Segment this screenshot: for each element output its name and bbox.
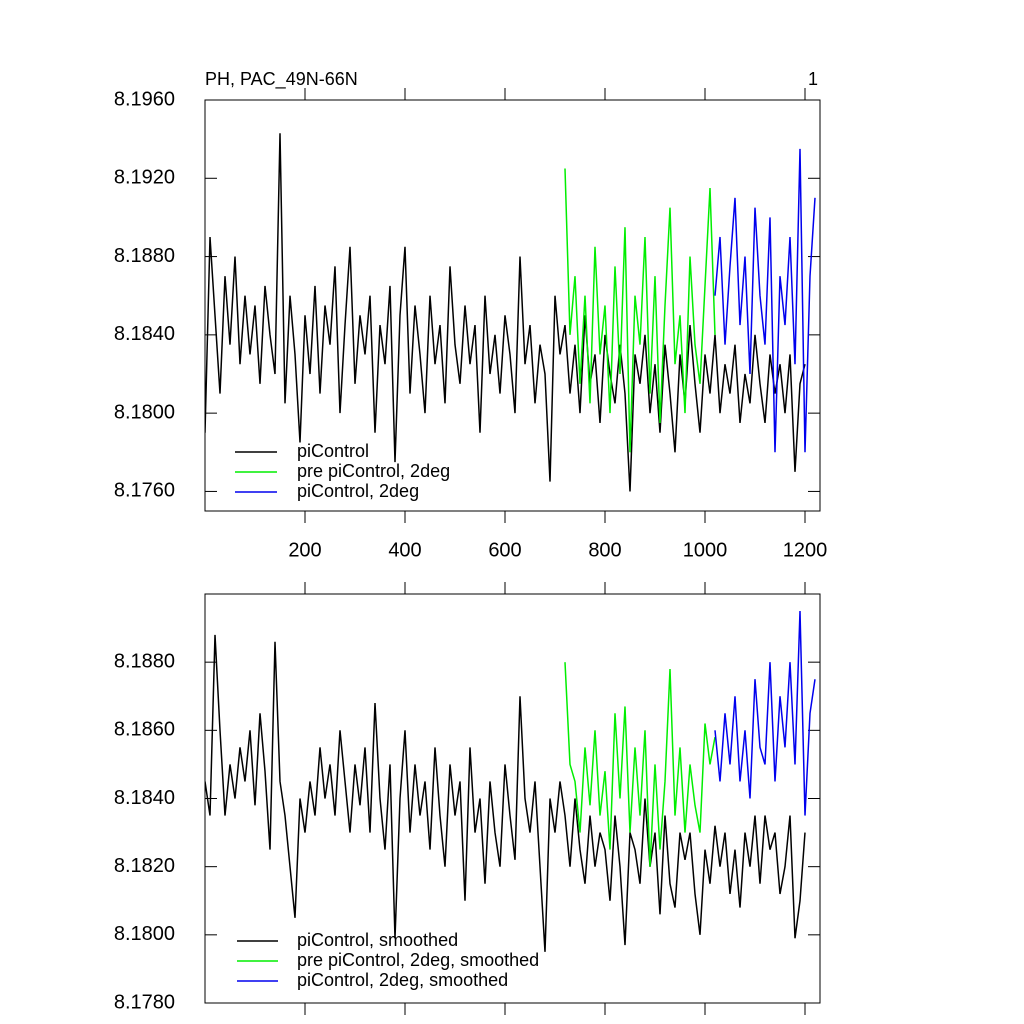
x-tick-label: 200 [288, 539, 321, 561]
x-tick-label: 600 [488, 539, 521, 561]
data-line [714, 148, 816, 453]
y-tick-label: 8.1960 [114, 88, 175, 110]
y-tick-label: 8.1800 [114, 923, 175, 945]
y-tick-label: 8.1760 [114, 480, 175, 502]
x-tick-label: 1000 [683, 539, 728, 561]
legend-label: piControl, smoothed [297, 930, 458, 950]
y-tick-label: 8.1840 [114, 787, 175, 809]
data-line [714, 611, 816, 816]
y-tick-label: 8.1880 [114, 245, 175, 267]
legend-label: piControl, 2deg, smoothed [297, 970, 508, 990]
y-tick-label: 8.1840 [114, 323, 175, 345]
data-line [564, 168, 716, 453]
y-tick-label: 8.1880 [114, 650, 175, 672]
legend-label: pre piControl, 2deg, smoothed [297, 950, 539, 970]
chart-title: PH, PAC_49N-66N [205, 69, 358, 90]
x-tick-label: 1200 [783, 539, 828, 561]
y-tick-label: 8.1860 [114, 719, 175, 741]
legend-label: piControl [297, 441, 369, 461]
data-line [205, 133, 806, 492]
data-line [205, 634, 806, 952]
legend-label: pre piControl, 2deg [297, 461, 450, 481]
page-number: 1 [808, 69, 818, 89]
x-tick-label: 400 [388, 539, 421, 561]
y-tick-label: 8.1820 [114, 855, 175, 877]
y-tick-label: 8.1800 [114, 401, 175, 423]
data-line [564, 662, 716, 867]
x-tick-label: 800 [588, 539, 621, 561]
plot-frame [204, 99, 821, 512]
legend-label: piControl, 2deg [297, 481, 419, 501]
y-tick-label: 8.1780 [114, 991, 175, 1013]
y-tick-label: 8.1920 [114, 167, 175, 189]
